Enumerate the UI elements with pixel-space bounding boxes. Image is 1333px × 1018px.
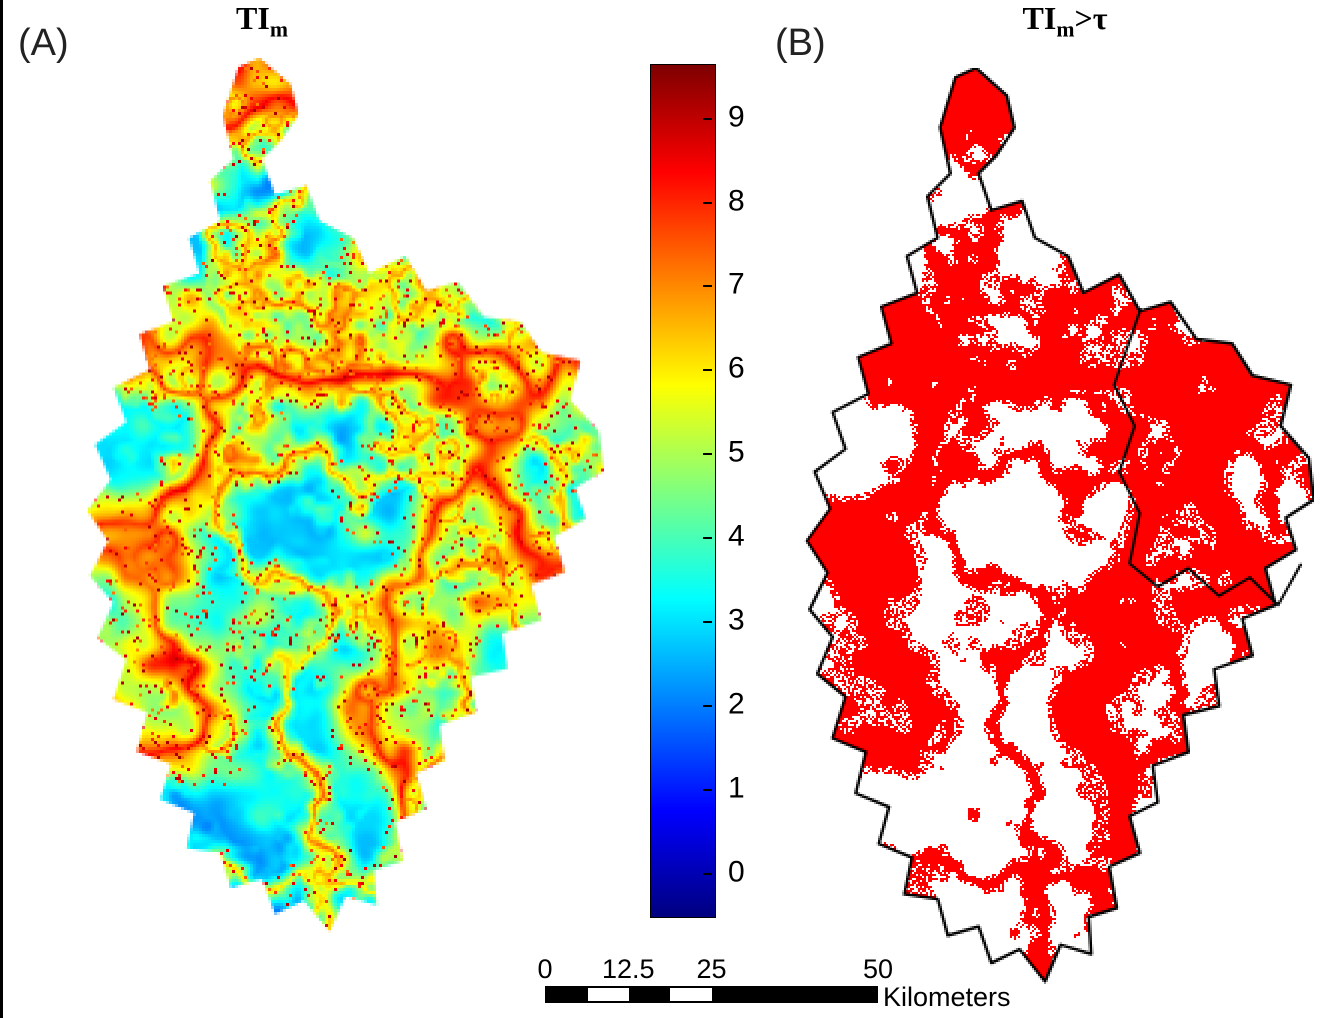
scale-bar-segments: [545, 986, 878, 1003]
colorbar-tick-mark: [703, 621, 712, 624]
colorbar-gradient: [650, 64, 716, 918]
colorbar-tick-label: 2: [728, 687, 745, 721]
colorbar-tick-mark: [703, 285, 712, 288]
colorbar-tick-mark: [703, 369, 712, 372]
panel-b-title-suffix: >τ: [1074, 0, 1108, 36]
colorbar-tick-label: 5: [728, 435, 745, 469]
colorbar-tick-label: 8: [728, 184, 745, 218]
panel-a-title-base: TI: [236, 0, 270, 36]
colorbar-tick-mark: [703, 873, 712, 876]
scale-bar-segment: [711, 988, 876, 1001]
panel-b-title-subscript: m: [1056, 17, 1075, 42]
colorbar-tick-label: 3: [728, 603, 745, 637]
scale-bar-segment: [629, 988, 671, 1001]
colorbar-tick-mark: [703, 789, 712, 792]
scale-bar: 0 12.5 25 50 Kilometers: [537, 954, 1010, 1012]
colorbar-tick-label: 7: [728, 268, 745, 302]
colorbar-tick-label: 0: [728, 855, 745, 889]
colorbar-tick-label: 9: [728, 100, 745, 134]
panel-b-title: TIm>τ: [980, 0, 1150, 42]
colorbar-tick-mark: [703, 117, 712, 120]
scale-bar-tick-label: 50: [862, 954, 894, 984]
colorbar-tick-label: 4: [728, 519, 745, 553]
scale-bar-unit: Kilometers: [883, 982, 1011, 1012]
colorbar-tick-mark: [703, 705, 712, 708]
scale-bar-tick-label: 25: [696, 954, 727, 984]
scale-bar-segment: [588, 988, 630, 1001]
figure-left-border: [0, 0, 3, 1018]
panel-a-title: TIm: [197, 0, 327, 42]
colorbar: 9 8 7 6 5 4 3 2 1 0: [650, 64, 745, 918]
panel-b-label: (B): [775, 22, 826, 64]
scale-bar-labels: 0 12.5 25 50: [537, 954, 893, 986]
scale-bar-segment: [547, 988, 589, 1001]
colorbar-tick-label: 6: [728, 352, 745, 386]
scale-bar-tick-label: 12.5: [601, 954, 655, 984]
scale-bar-tick-label: 0: [537, 954, 553, 984]
panel-a-label: (A): [18, 22, 69, 64]
panel-a-title-subscript: m: [269, 17, 288, 42]
map-a-topographic-index-raster: [82, 58, 604, 936]
map-b-threshold-exceedance-raster: [802, 68, 1314, 986]
colorbar-tick-label: 1: [728, 771, 745, 805]
colorbar-tick-mark: [703, 201, 712, 204]
panel-b-title-base: TI: [1022, 0, 1057, 36]
scale-bar-segment: [670, 988, 712, 1001]
colorbar-tick-mark: [703, 537, 712, 540]
colorbar-tick-mark: [703, 453, 712, 456]
